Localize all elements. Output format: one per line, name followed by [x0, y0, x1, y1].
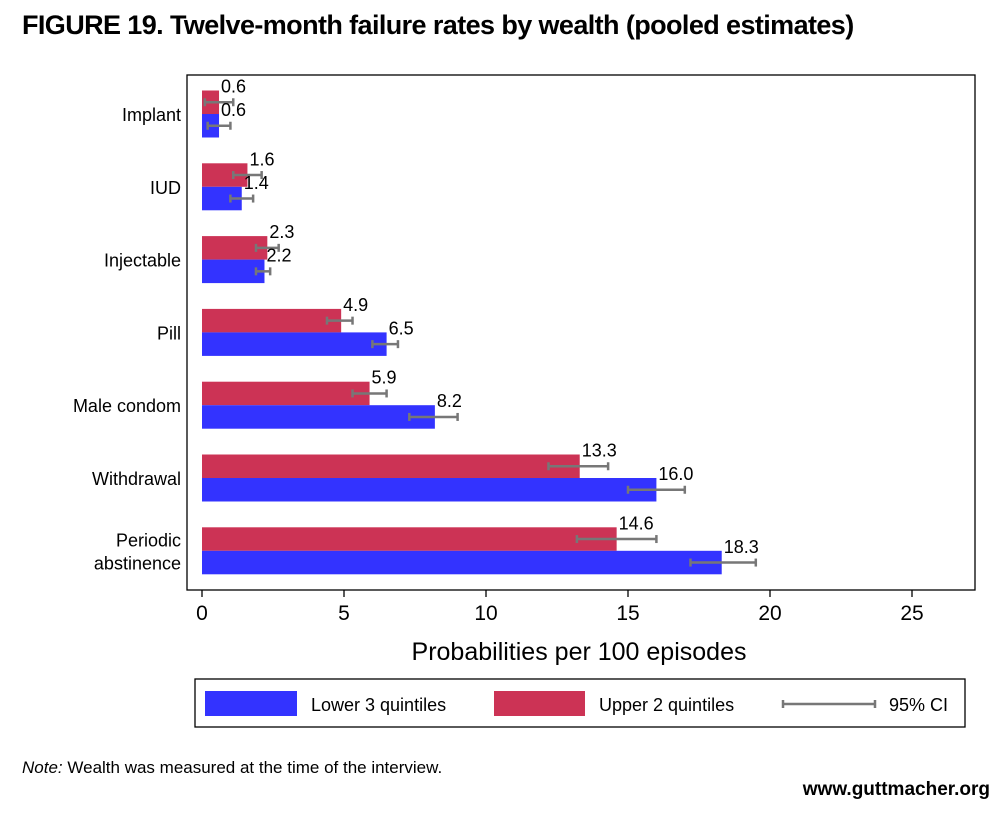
legend-label: Lower 3 quintiles: [311, 695, 446, 715]
x-tick-label: 20: [758, 602, 781, 625]
data-label: 14.6: [619, 513, 654, 533]
data-label: 5.9: [372, 368, 397, 388]
footnote-text: Wealth was measured at the time of the i…: [67, 758, 443, 777]
data-label: 1.4: [244, 173, 269, 193]
data-label: 4.9: [343, 295, 368, 315]
x-tick-label: 0: [196, 602, 208, 625]
bar-lower-3-quintiles: [202, 186, 242, 211]
data-label: 16.0: [658, 464, 693, 484]
bar-upper-2-quintiles: [202, 163, 248, 187]
x-tick-label: 5: [338, 602, 350, 625]
bar-lower-3-quintiles: [202, 332, 387, 356]
data-label: 6.5: [389, 318, 414, 338]
data-label: 0.6: [221, 77, 246, 97]
footnote: Note: Wealth was measured at the time of…: [22, 758, 442, 778]
legend-swatch-lower-3-quintiles: [205, 691, 297, 716]
bar-upper-2-quintiles: [202, 308, 342, 333]
data-label: 13.3: [582, 441, 617, 461]
data-label: 2.3: [269, 222, 294, 242]
category-label: Periodic: [116, 530, 181, 550]
bar-lower-3-quintiles: [202, 259, 265, 284]
website-url: www.guttmacher.org: [802, 779, 990, 800]
x-tick-label: 10: [474, 602, 497, 625]
x-tick-label: 15: [616, 602, 639, 625]
bar-upper-2-quintiles: [202, 527, 617, 551]
data-label: 18.3: [724, 537, 759, 557]
data-label: 8.2: [437, 391, 462, 411]
bar-lower-3-quintiles: [202, 550, 722, 575]
footnote-label: Note:: [22, 758, 63, 777]
data-label: 2.2: [266, 246, 291, 266]
legend-label: Upper 2 quintiles: [599, 695, 734, 715]
category-label: abstinence: [94, 553, 181, 573]
data-label: 0.6: [221, 100, 246, 120]
data-label: 1.6: [249, 149, 274, 169]
bar-upper-2-quintiles: [202, 236, 268, 260]
bar-upper-2-quintiles: [202, 381, 370, 406]
bar-lower-3-quintiles: [202, 478, 657, 502]
legend-label: 95% CI: [889, 695, 948, 715]
legend-swatch-upper-2-quintiles: [494, 691, 585, 716]
figure-title: FIGURE 19. Twelve-month failure rates by…: [22, 10, 854, 40]
category-label: Injectable: [104, 251, 181, 271]
bar-upper-2-quintiles: [202, 454, 580, 478]
category-label: Pill: [157, 323, 181, 343]
x-tick-label: 25: [900, 602, 923, 625]
category-label: Withdrawal: [92, 469, 181, 489]
category-label: Male condom: [73, 396, 181, 416]
x-axis-title: Probabilities per 100 episodes: [412, 638, 747, 666]
category-label: IUD: [150, 178, 181, 198]
bar-lower-3-quintiles: [202, 405, 435, 429]
category-label: Implant: [122, 105, 181, 125]
